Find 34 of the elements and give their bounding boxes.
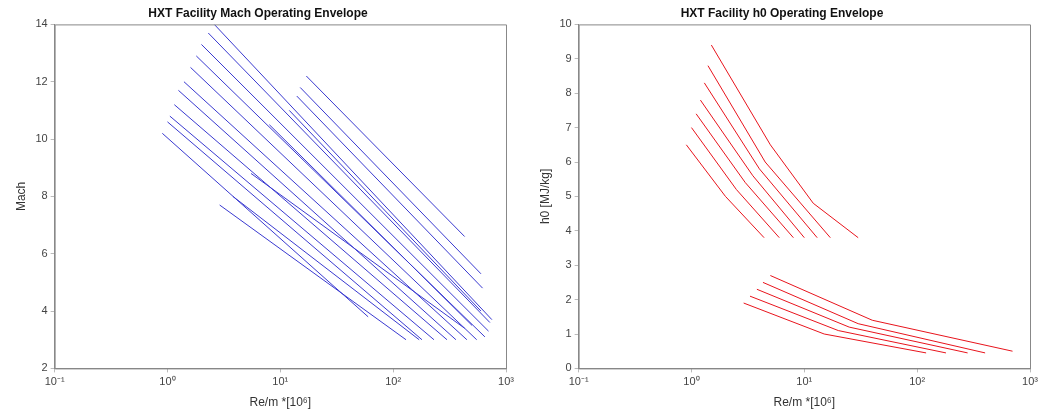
- x-tick-label: 10²: [385, 375, 402, 388]
- y-tick-label: 5: [565, 189, 572, 202]
- y-tick-label: 12: [35, 74, 48, 87]
- y-tick-label: 2: [565, 292, 572, 305]
- y-tick-label: 6: [565, 155, 572, 168]
- x-tick-label: 10⁰: [683, 375, 700, 388]
- y-tick-label: 0: [565, 361, 572, 374]
- y-tick-label: 6: [41, 246, 48, 259]
- x-tick-label: 10³: [498, 375, 515, 388]
- x-tick-label: 10⁰: [159, 375, 176, 388]
- y-tick-label: 8: [41, 189, 48, 202]
- y-tick-label: 10: [559, 17, 572, 30]
- y-tick-label: 1: [565, 327, 572, 340]
- y-tick-label: 8: [565, 86, 572, 99]
- x-tick-label: 10⁻¹: [568, 375, 589, 388]
- y-tick-label: 14: [35, 17, 48, 30]
- y-tick-label: 4: [565, 223, 572, 236]
- x-axis-title: Re/m *[10⁶]: [773, 395, 836, 410]
- y-tick-label: 4: [41, 304, 48, 317]
- x-tick-label: 10⁻¹: [44, 375, 65, 388]
- y-tick-label: 2: [41, 361, 48, 374]
- x-axis-title: Re/m *[10⁶]: [249, 395, 312, 410]
- x-tick-label: 10²: [909, 375, 926, 388]
- y-tick-label: 9: [565, 51, 572, 64]
- x-tick-label: 10¹: [796, 375, 813, 388]
- chart-title: HXT Facility Mach Operating Envelope: [148, 5, 369, 20]
- x-tick-label: 10³: [1022, 375, 1039, 388]
- chart-title: HXT Facility h0 Operating Envelope: [680, 5, 884, 20]
- y-axis-title: h0 [MJ/kg]: [537, 168, 552, 225]
- x-tick-label: 10¹: [272, 375, 289, 388]
- y-tick-label: 3: [565, 258, 572, 271]
- y-tick-label: 10: [35, 132, 48, 145]
- y-tick-label: 7: [565, 120, 572, 133]
- y-axis-title: Mach: [13, 181, 28, 212]
